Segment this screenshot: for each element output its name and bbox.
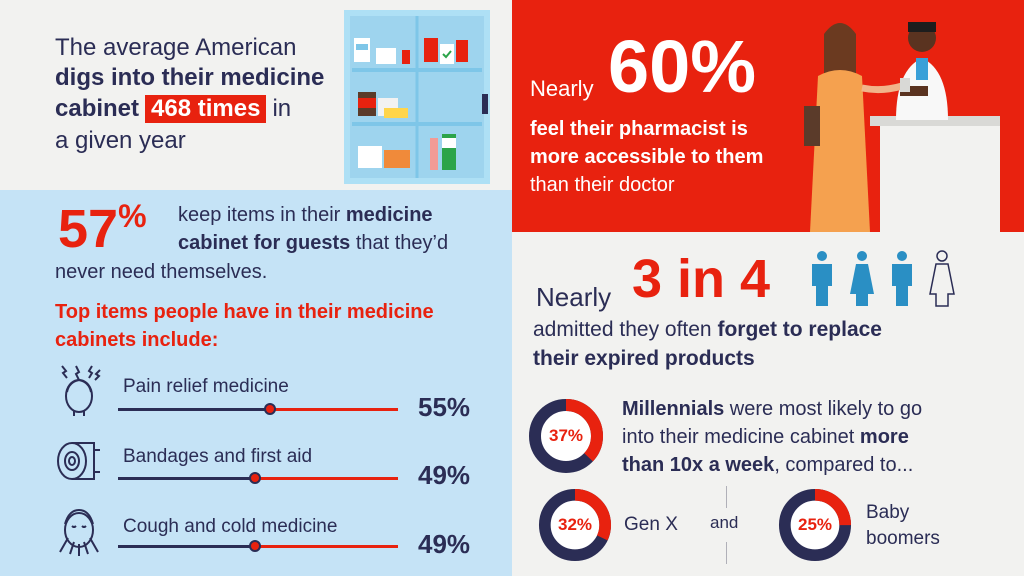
stat-57-text-line: keep items in their medicine: [178, 204, 433, 227]
boomers-label: boomers: [866, 528, 940, 549]
stat-57-text-line: cabinet for guests that they’d: [178, 232, 448, 255]
item-marker-pain-relief: [264, 403, 276, 415]
stat-57-text-line: never need themselves.: [55, 261, 268, 283]
item-marker-cough-cold: [249, 540, 261, 552]
stat-3in4-text-bold: forget to replace: [717, 318, 882, 341]
people-ratio-icons: [812, 250, 955, 307]
top-items-heading: Top items people have in their medicine: [55, 301, 434, 323]
sick-face-icon: [59, 508, 99, 556]
stat-57-percent-sign: %: [118, 198, 147, 234]
and-label: and: [710, 513, 739, 532]
stat-3in4-text-line: admitted they often forget to replace: [533, 318, 882, 342]
highlight-468-times: 468 times: [145, 95, 267, 123]
headache-icon: [61, 365, 101, 416]
millennials-text-part: into their medicine cabinet: [622, 426, 860, 448]
boomers-donut-arc: [778, 488, 852, 562]
millennials-text-line: into their medicine cabinet more: [622, 426, 909, 449]
stat-60-text-line: more accessible to them: [530, 146, 764, 168]
item-label-bandages: Bandages and first aid: [123, 446, 313, 467]
genx-donut-arc: [538, 488, 612, 562]
medicine-cabinet-illustration: [344, 10, 490, 184]
person-icon-outline: [929, 250, 955, 307]
millennials-text-part: were most likely to go: [724, 398, 923, 420]
top-items-heading: cabinets include:: [55, 329, 219, 351]
stat-3in4-number: 3 in 4: [632, 249, 771, 309]
stat-57-value: 57: [58, 199, 119, 259]
stat-3in4-text-part: admitted they often: [533, 318, 718, 341]
intro-line-highlight: cabinet 468 times in: [55, 95, 291, 123]
millennials-donut-arc: [529, 399, 603, 473]
item-bar-pain-relief: [118, 408, 398, 411]
genx-label: Gen X: [624, 514, 678, 535]
stat-60-nearly: Nearly: [530, 76, 594, 101]
bandage-roll-icon: [57, 442, 100, 480]
millennials-text-part: , compared to...: [774, 454, 914, 476]
millennials-percent: 37%: [548, 426, 584, 445]
stat-3in4-text-line: their expired products: [533, 347, 755, 370]
item-marker-bandages: [249, 472, 261, 484]
millennials-word: Millennials: [622, 398, 725, 420]
boomers-percent: 25%: [797, 515, 833, 534]
intro-in-word: in: [272, 95, 292, 122]
stat-57-number: 57%: [58, 198, 147, 260]
intro-line-end: a given year: [55, 127, 186, 154]
item-percent-pain-relief: 55%: [418, 392, 471, 422]
item-label-cough-cold: Cough and cold medicine: [123, 516, 338, 537]
stat-57-text-bold: cabinet for guests: [178, 232, 351, 254]
divider-line: [726, 542, 727, 564]
item-label-pain-relief: Pain relief medicine: [123, 376, 289, 397]
intro-cabinet-word: cabinet: [55, 95, 140, 122]
stat-57-text-part: that they’d: [350, 232, 449, 254]
millennials-donut: [529, 399, 603, 473]
stat-60-text-line: feel their pharmacist is: [530, 118, 748, 140]
stat-60-text-line: than their doctor: [530, 174, 675, 196]
genx-percent: 32%: [557, 515, 593, 534]
millennials-text-line: Millennials were most likely to go: [622, 398, 922, 421]
divider-line: [726, 486, 727, 508]
boomers-label: Baby: [866, 502, 910, 523]
person-icon-filled: [850, 251, 874, 306]
item-percent-bandages: 49%: [418, 460, 471, 490]
boomers-donut: [778, 488, 852, 562]
genx-donut: [538, 488, 612, 562]
stat-60-number: 60%: [608, 25, 757, 108]
pharmacist-illustration: [804, 22, 1000, 232]
millennials-text-bold: than 10x a week: [622, 454, 775, 476]
intro-line-bold: digs into their medicine: [55, 64, 325, 91]
person-icon-filled: [812, 251, 832, 306]
intro-line: The average American: [55, 34, 297, 61]
millennials-text-bold: more: [859, 426, 909, 448]
millennials-text-line: than 10x a week, compared to...: [622, 454, 913, 477]
stat-57-text-part: keep items in their: [178, 204, 346, 226]
person-icon-filled: [892, 251, 912, 306]
stat-57-text-bold: medicine: [345, 204, 433, 226]
item-percent-cough-cold: 49%: [418, 529, 471, 559]
stat-3in4-nearly: Nearly: [536, 282, 612, 312]
